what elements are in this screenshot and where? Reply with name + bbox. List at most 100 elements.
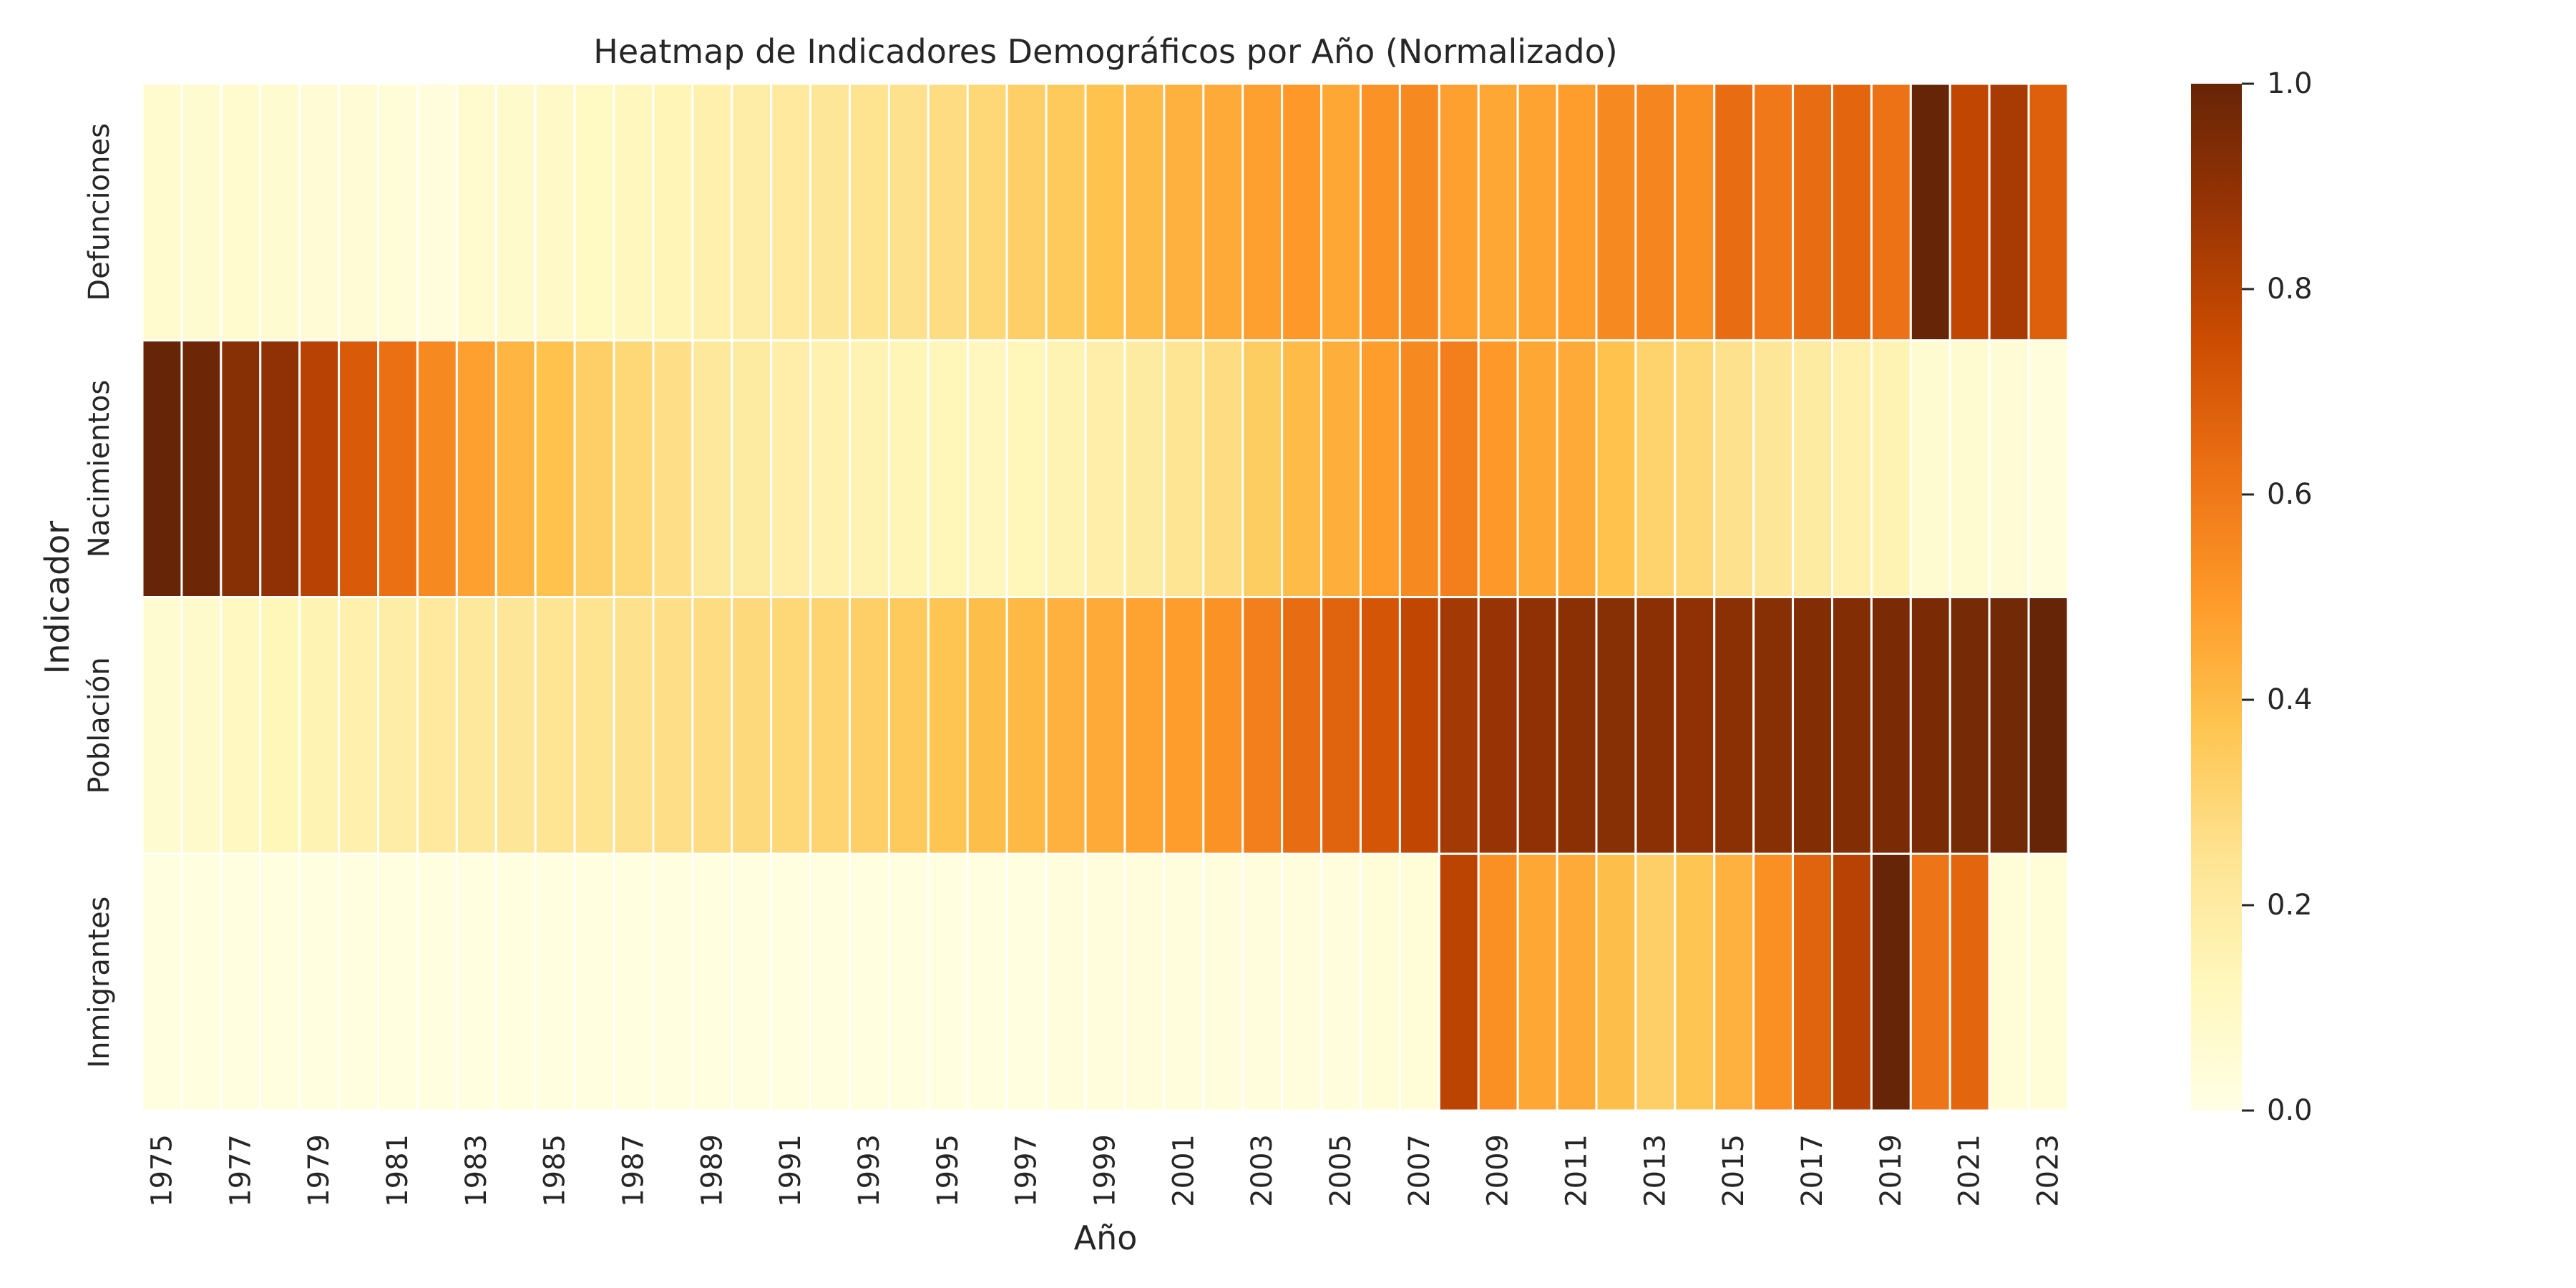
x-tick-label: 2007: [1403, 1134, 1436, 1207]
heatmap-cell: [180, 596, 223, 855]
colorbar-tick-label: 0.4: [2267, 683, 2313, 716]
x-tick-label: 1999: [1089, 1134, 1122, 1207]
heatmap-cell: [1005, 82, 1048, 342]
heatmap-cell: [377, 339, 419, 598]
x-tick-label: 2003: [1246, 1134, 1279, 1207]
heatmap-cell: [849, 339, 890, 598]
heatmap-cell: [416, 596, 458, 855]
heatmap-cell: [809, 852, 852, 1112]
heatmap-cell: [1123, 852, 1166, 1112]
heatmap-cell: [1477, 852, 1519, 1112]
heatmap-cell: [298, 339, 341, 598]
heatmap-cell: [1792, 852, 1833, 1112]
heatmap-cell: [1320, 339, 1362, 598]
heatmap-cell: [298, 852, 341, 1112]
x-tick-label: 2005: [1324, 1134, 1357, 1207]
heatmap-cell: [1752, 82, 1795, 342]
colorbar-tick-label: 1.0: [2267, 67, 2313, 100]
heatmap-cell: [1123, 82, 1166, 342]
heatmap-cell: [1241, 82, 1284, 342]
heatmap-cell: [1359, 82, 1401, 342]
heatmap-cell: [1084, 339, 1126, 598]
heatmap-cell: [1516, 82, 1558, 342]
heatmap-cell: [338, 852, 380, 1112]
heatmap-cell: [259, 596, 301, 855]
heatmap-cell: [731, 82, 773, 342]
heatmap-cell: [220, 596, 262, 855]
heatmap-cell: [573, 339, 615, 598]
x-tick-label: 1993: [853, 1134, 886, 1207]
heatmap-cell: [534, 596, 576, 855]
x-tick-label: 2015: [1717, 1134, 1750, 1207]
x-tick-label: 1991: [774, 1134, 807, 1207]
heatmap-cell: [1202, 852, 1244, 1112]
heatmap-cell: [1281, 852, 1323, 1112]
heatmap-cell: [691, 82, 733, 342]
heatmap-cell: [1123, 339, 1166, 598]
heatmap-cell: [298, 596, 341, 855]
heatmap-cell: [1045, 852, 1087, 1112]
heatmap-cell: [613, 852, 655, 1112]
heatmap-cell: [613, 339, 655, 598]
heatmap-cell: [809, 82, 852, 342]
heatmap-cell: [1516, 852, 1558, 1112]
heatmap-cell: [534, 339, 576, 598]
heatmap-cell: [259, 852, 301, 1112]
heatmap-cell: [2027, 596, 2069, 855]
colorbar: [2191, 84, 2242, 1111]
heatmap-cell: [1909, 339, 1951, 598]
x-tick-label: 1979: [303, 1134, 336, 1207]
heatmap-cell: [1438, 852, 1480, 1112]
heatmap-cell: [1909, 852, 1951, 1112]
heatmap-cell: [1281, 339, 1323, 598]
heatmap-cell: [416, 82, 458, 342]
heatmap-cell: [652, 852, 694, 1112]
heatmap-cell: [534, 82, 576, 342]
heatmap-cell: [770, 82, 812, 342]
heatmap-cell: [1556, 82, 1598, 342]
heatmap-cell: [141, 339, 183, 598]
heatmap-cell: [1477, 82, 1519, 342]
heatmap-cell: [338, 596, 380, 855]
heatmap-cell: [809, 596, 852, 855]
heatmap-cell: [494, 852, 537, 1112]
heatmap-cell: [2027, 852, 2069, 1112]
heatmap-cell: [1241, 852, 1284, 1112]
heatmap-cell: [927, 852, 969, 1112]
colorbar-tick-label: 0.0: [2267, 1094, 2313, 1127]
heatmap-cell: [573, 82, 615, 342]
heatmap-cell: [338, 339, 380, 598]
heatmap-cell: [220, 339, 262, 598]
heatmap-cell: [1477, 339, 1519, 598]
heatmap-cell: [1752, 852, 1795, 1112]
x-tick-label: 2013: [1639, 1134, 1672, 1207]
heatmap-cell: [613, 82, 655, 342]
heatmap-cell: [1830, 852, 1873, 1112]
heatmap-cell: [455, 82, 497, 342]
heatmap-cell: [1988, 596, 2030, 855]
heatmap-cell: [1870, 852, 1912, 1112]
x-tick-label: 2019: [1875, 1134, 1908, 1207]
heatmap-cell: [1948, 852, 1991, 1112]
heatmap-cell: [1320, 82, 1362, 342]
heatmap-cell: [1398, 82, 1440, 342]
heatmap-cell: [1988, 852, 2030, 1112]
heatmap-cell: [1005, 852, 1048, 1112]
heatmap-cell: [691, 596, 733, 855]
heatmap-cell: [966, 852, 1008, 1112]
heatmap-cell: [573, 852, 615, 1112]
heatmap-cell: [1202, 596, 1244, 855]
heatmap-cell: [1634, 339, 1677, 598]
heatmap-cell: [1948, 82, 1991, 342]
heatmap-cell: [927, 596, 969, 855]
heatmap-cell: [377, 852, 419, 1112]
heatmap-cell: [1713, 852, 1755, 1112]
x-tick-label: 1975: [145, 1134, 178, 1207]
heatmap-cell: [691, 339, 733, 598]
heatmap-cell: [416, 339, 458, 598]
heatmap-cell: [1752, 596, 1795, 855]
heatmap-cell: [770, 852, 812, 1112]
heatmap-cell: [770, 339, 812, 598]
heatmap-cell: [966, 82, 1008, 342]
heatmap-cell: [416, 852, 458, 1112]
